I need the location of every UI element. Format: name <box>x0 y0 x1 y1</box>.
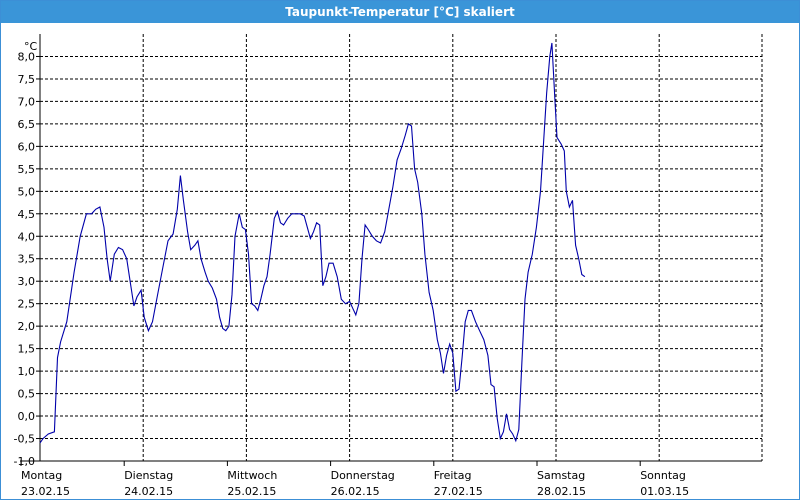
series-layer <box>39 42 586 444</box>
y-tick-label: 2,5 <box>18 298 36 311</box>
day-weekday-label: Donnerstag <box>331 469 395 482</box>
day-weekday-label: Mittwoch <box>227 469 277 482</box>
y-tick-label: 3,0 <box>18 275 36 288</box>
day-date-label: 28.02.15 <box>537 485 586 498</box>
y-tick-label: -0,5 <box>14 433 35 446</box>
y-tick-label: 7,0 <box>18 95 36 108</box>
y-tick-label: 3,5 <box>18 253 36 266</box>
y-tick-label: 8,0 <box>18 50 36 63</box>
y-tick-label: 1,5 <box>18 343 36 356</box>
y-tick-label: 1,0 <box>18 365 36 378</box>
y-tick-label: 6,5 <box>18 118 36 131</box>
y-tick-label: 4,0 <box>18 230 36 243</box>
dewpoint-series-line <box>39 42 586 444</box>
y-tick-label: 0,5 <box>18 388 36 401</box>
day-weekday-label: Dienstag <box>124 469 173 482</box>
day-date-label: 24.02.15 <box>124 485 173 498</box>
day-weekday-label: Samstag <box>537 469 585 482</box>
day-weekday-label: Montag <box>21 469 62 482</box>
x-day-labels: Montag 23.02.15 Dienstag 24.02.15 Mittwoch 25… <box>21 469 689 498</box>
day-date-label: 26.02.15 <box>331 485 380 498</box>
y-axis-unit-label: °C <box>24 40 38 53</box>
day-date-label: 23.02.15 <box>21 485 70 498</box>
y-tick-labels: 8,0 7,5 7,0 6,5 6,0 5,5 5,0 4,5 4,0 3,5 3,0 2,5 2,0 1… <box>14 50 35 468</box>
day-weekday-label: Freitag <box>434 469 472 482</box>
day-date-label: 27.02.15 <box>434 485 483 498</box>
y-tick-label: -1,0 <box>14 455 35 468</box>
chart-title-bar: Taupunkt-Temperatur [°C] skaliert <box>1 1 799 23</box>
day-date-label: 01.03.15 <box>640 485 689 498</box>
day-date-label: 25.02.15 <box>227 485 276 498</box>
y-tick-label: 7,5 <box>18 73 36 86</box>
y-tick-label: 5,5 <box>18 163 36 176</box>
y-tick-label: 6,0 <box>18 140 36 153</box>
y-tick-label: 5,0 <box>18 185 36 198</box>
y-tick-label: 0,0 <box>18 410 36 423</box>
axes <box>20 34 762 466</box>
y-tick-label: 4,5 <box>18 208 36 221</box>
grid <box>40 34 763 462</box>
day-weekday-label: Sonntag <box>640 469 686 482</box>
y-tick-label: 2,0 <box>18 320 36 333</box>
